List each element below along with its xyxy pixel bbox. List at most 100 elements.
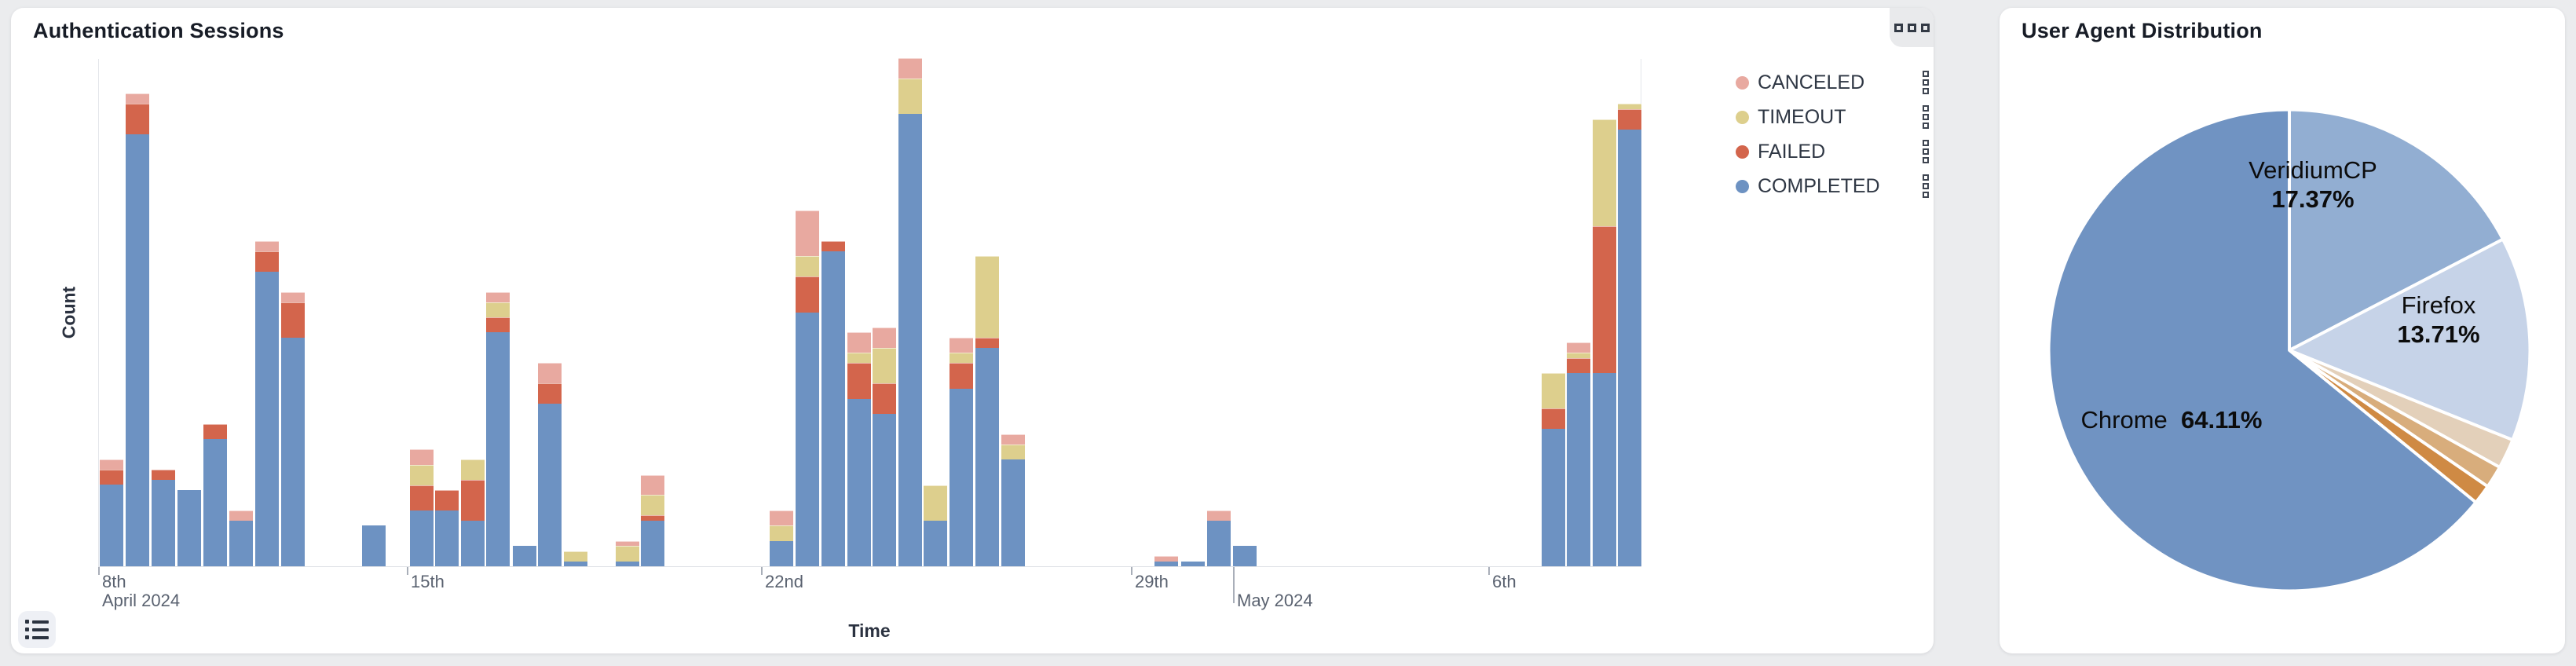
bar-segment-timeout[interactable]	[950, 353, 973, 364]
bar-stack[interactable]	[1618, 104, 1641, 566]
bar-segment-canceled[interactable]	[281, 291, 305, 302]
legend-item-canceled[interactable]: CANCELED	[1736, 65, 1929, 100]
bar-segment-canceled[interactable]	[1154, 556, 1178, 562]
bar-segment-canceled[interactable]	[538, 363, 562, 384]
drag-handle-icon[interactable]	[1923, 174, 1929, 198]
legend-item-completed[interactable]: COMPLETED	[1736, 169, 1929, 203]
bar-segment-completed[interactable]	[1593, 373, 1616, 566]
bar-stack[interactable]	[616, 540, 639, 566]
bar-stack[interactable]	[1233, 546, 1257, 566]
bar-stack[interactable]	[255, 240, 279, 566]
drag-handle-icon[interactable]	[1923, 140, 1929, 163]
pie-slice-veridiumcp[interactable]	[2288, 108, 2505, 352]
bar-stack[interactable]	[1542, 373, 1565, 566]
bar-segment-completed[interactable]	[796, 312, 819, 566]
bar-segment-completed[interactable]	[950, 388, 973, 566]
bar-stack[interactable]	[435, 489, 459, 566]
bar-segment-completed[interactable]	[1542, 429, 1565, 566]
bar-stack[interactable]	[461, 459, 485, 566]
bar-segment-failed[interactable]	[100, 470, 123, 485]
bar-segment-canceled[interactable]	[255, 240, 279, 251]
bar-segment-completed[interactable]	[898, 114, 922, 566]
bar-segment-canceled[interactable]	[410, 449, 434, 465]
bar-segment-canceled[interactable]	[100, 459, 123, 470]
bar-stack[interactable]	[1207, 510, 1231, 566]
bar-segment-completed[interactable]	[281, 337, 305, 566]
bar-segment-failed[interactable]	[796, 276, 819, 313]
drag-handle-icon[interactable]	[1923, 71, 1929, 94]
bar-segment-canceled[interactable]	[950, 337, 973, 353]
bar-segment-completed[interactable]	[177, 489, 201, 566]
bar-stack[interactable]	[770, 510, 793, 566]
bar-segment-timeout[interactable]	[847, 353, 871, 364]
bar-stack[interactable]	[410, 449, 434, 566]
bar-segment-failed[interactable]	[641, 515, 664, 521]
bar-segment-completed[interactable]	[100, 485, 123, 566]
bar-stack[interactable]	[564, 551, 587, 566]
bar-stack[interactable]	[281, 291, 305, 566]
bar-stack[interactable]	[975, 256, 999, 566]
bar-segment-failed[interactable]	[461, 480, 485, 521]
bar-segment-completed[interactable]	[255, 271, 279, 566]
bar-stack[interactable]	[1001, 434, 1025, 566]
bar-segment-failed[interactable]	[873, 383, 896, 414]
pie-chart[interactable]	[2038, 99, 2541, 602]
bar-segment-failed[interactable]	[975, 337, 999, 348]
bar-segment-failed[interactable]	[435, 489, 459, 510]
bar-segment-completed[interactable]	[538, 403, 562, 566]
bar-segment-completed[interactable]	[821, 251, 845, 566]
bar-stack[interactable]	[873, 327, 896, 566]
bar-segment-completed[interactable]	[1618, 129, 1641, 566]
bar-segment-timeout[interactable]	[410, 464, 434, 485]
bar-segment-completed[interactable]	[1567, 373, 1590, 566]
bar-segment-timeout[interactable]	[873, 347, 896, 384]
bar-segment-canceled[interactable]	[770, 510, 793, 526]
bar-segment-completed[interactable]	[564, 561, 587, 566]
bar-stack[interactable]	[1154, 556, 1178, 566]
bar-segment-timeout[interactable]	[486, 302, 510, 317]
bar-segment-failed[interactable]	[152, 470, 175, 481]
bar-stack[interactable]	[486, 291, 510, 566]
bar-segment-failed[interactable]	[486, 317, 510, 333]
bar-segment-timeout[interactable]	[461, 459, 485, 481]
bar-segment-failed[interactable]	[1542, 408, 1565, 430]
bar-segment-timeout[interactable]	[1567, 353, 1590, 358]
bar-segment-completed[interactable]	[362, 525, 386, 566]
bar-segment-failed[interactable]	[1567, 357, 1590, 374]
bar-segment-timeout[interactable]	[898, 78, 922, 115]
bar-segment-canceled[interactable]	[847, 332, 871, 353]
bar-stack[interactable]	[100, 459, 123, 566]
bar-segment-canceled[interactable]	[229, 510, 253, 521]
bar-segment-completed[interactable]	[435, 510, 459, 566]
bar-stack[interactable]	[641, 474, 664, 566]
bar-stack[interactable]	[152, 470, 175, 566]
bar-segment-canceled[interactable]	[1567, 342, 1590, 353]
bar-stack[interactable]	[362, 525, 386, 566]
bar-segment-canceled[interactable]	[1001, 434, 1025, 445]
bar-segment-completed[interactable]	[873, 413, 896, 566]
bar-segment-canceled[interactable]	[616, 540, 639, 547]
bar-segment-canceled[interactable]	[1207, 510, 1231, 521]
bar-segment-completed[interactable]	[1181, 561, 1205, 566]
legend-item-failed[interactable]: FAILED	[1736, 134, 1929, 169]
bar-segment-completed[interactable]	[486, 332, 510, 566]
bar-stack[interactable]	[847, 332, 871, 566]
bar-stack[interactable]	[513, 546, 536, 566]
panel-menu-button[interactable]	[1890, 8, 1934, 47]
bar-segment-canceled[interactable]	[486, 291, 510, 302]
pie-slice-chrome[interactable]	[2047, 108, 2478, 593]
bar-segment-completed[interactable]	[461, 520, 485, 566]
bar-segment-failed[interactable]	[126, 104, 149, 135]
bar-segment-timeout[interactable]	[1001, 444, 1025, 460]
bar-segment-failed[interactable]	[255, 251, 279, 272]
bar-segment-completed[interactable]	[847, 398, 871, 566]
bar-stack[interactable]	[898, 58, 922, 566]
bar-segment-failed[interactable]	[203, 423, 227, 440]
bar-segment-canceled[interactable]	[126, 93, 149, 104]
bar-stack[interactable]	[126, 93, 149, 566]
bar-segment-completed[interactable]	[152, 480, 175, 566]
bar-segment-failed[interactable]	[821, 240, 845, 251]
bar-segment-timeout[interactable]	[796, 256, 819, 277]
bar-segment-completed[interactable]	[1233, 546, 1257, 566]
bar-stack[interactable]	[950, 337, 973, 566]
